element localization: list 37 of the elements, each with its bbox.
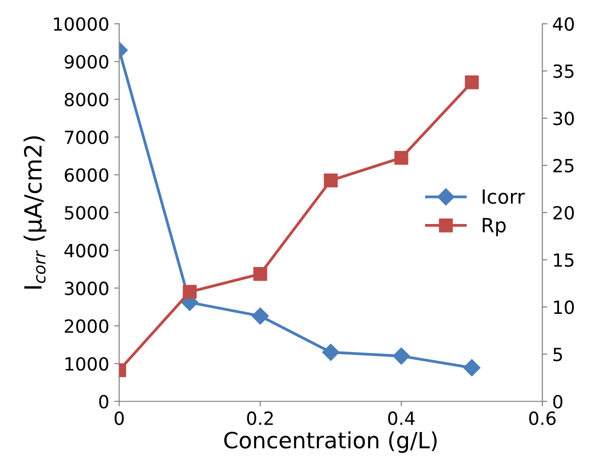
y-tick-label: 3000 <box>64 282 108 296</box>
y2-tick-label: 0 <box>553 394 562 408</box>
y-tick-label: 2000 <box>64 319 108 333</box>
x-tick-label: 0.2 <box>247 411 273 426</box>
point <box>392 348 410 365</box>
point <box>252 307 269 325</box>
y2-tick-label: 40 <box>552 17 574 31</box>
y-tick-label: 10000 <box>54 17 108 31</box>
legend-label: Icorr <box>482 189 525 204</box>
point <box>324 174 338 188</box>
y-tick-label: 1000 <box>66 357 108 371</box>
x-tick-label: 0 <box>114 411 124 426</box>
y2-tick-label: 35 <box>553 64 574 78</box>
y-tick-label: 4000 <box>64 244 108 258</box>
point <box>464 75 479 90</box>
x-tick-label: 0.6 <box>529 411 556 426</box>
y2-tick-label: 20 <box>553 206 574 220</box>
y-tick-label: 8000 <box>64 92 108 106</box>
y2-tick-label: 25 <box>553 158 574 172</box>
point <box>182 284 197 299</box>
y2-tick-label: 10 <box>554 300 574 314</box>
point <box>322 344 340 361</box>
y-tick-label: 0 <box>99 394 108 408</box>
y-axis-title: I$_{corr}$ (µA/cm2) <box>24 136 46 289</box>
point <box>394 150 408 165</box>
point <box>253 266 268 281</box>
y2-tick-label: 5 <box>553 348 562 362</box>
x-tick-label: 0.4 <box>388 411 415 426</box>
y-tick-label: 6000 <box>64 168 108 182</box>
y-tick-label: 7000 <box>65 130 108 144</box>
y2-tick-label: 30 <box>553 112 574 126</box>
y-tick-label: 5000 <box>64 206 108 220</box>
x-axis-title: Concentration (g/L) <box>224 431 437 453</box>
point <box>463 359 480 376</box>
y2-tick-label: 15 <box>554 253 574 267</box>
y-tick-label: 9000 <box>64 54 108 69</box>
legend-label: Rp <box>482 218 506 236</box>
